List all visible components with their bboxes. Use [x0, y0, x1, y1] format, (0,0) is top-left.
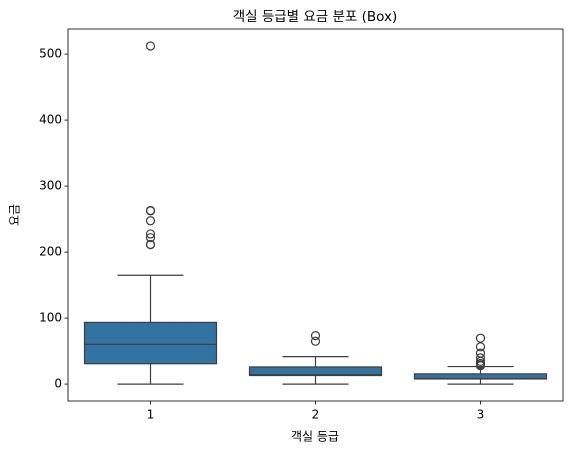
outlier [145, 41, 156, 51]
x-tick-label: 1 [147, 408, 155, 422]
y-tick-label: 500 [39, 47, 62, 61]
outlier [475, 342, 486, 352]
outlier [310, 336, 321, 346]
y-tick-label: 400 [39, 113, 62, 127]
outlier [475, 348, 486, 358]
outlier [145, 239, 156, 250]
outlier [145, 229, 156, 239]
y-tick-label: 200 [39, 245, 62, 259]
chart-title: 객실 등급별 요금 분포 (Box) [233, 9, 398, 25]
box [248, 366, 383, 377]
outlier [145, 205, 156, 216]
y-tick-label: 300 [39, 179, 62, 193]
x-tick-label: 2 [312, 408, 320, 422]
plot-area [83, 41, 548, 385]
y-axis-label: 요금 [8, 204, 22, 226]
y-tick-label: 0 [54, 377, 62, 391]
x-axis-label: 객실 등급 [291, 430, 339, 444]
outlier [310, 330, 321, 341]
x-tick-label: 3 [477, 408, 485, 422]
outlier [475, 353, 486, 363]
outlier [145, 216, 156, 226]
outlier [475, 333, 486, 343]
outlier [145, 233, 156, 243]
box [83, 321, 218, 365]
y-tick-label: 100 [39, 311, 62, 325]
